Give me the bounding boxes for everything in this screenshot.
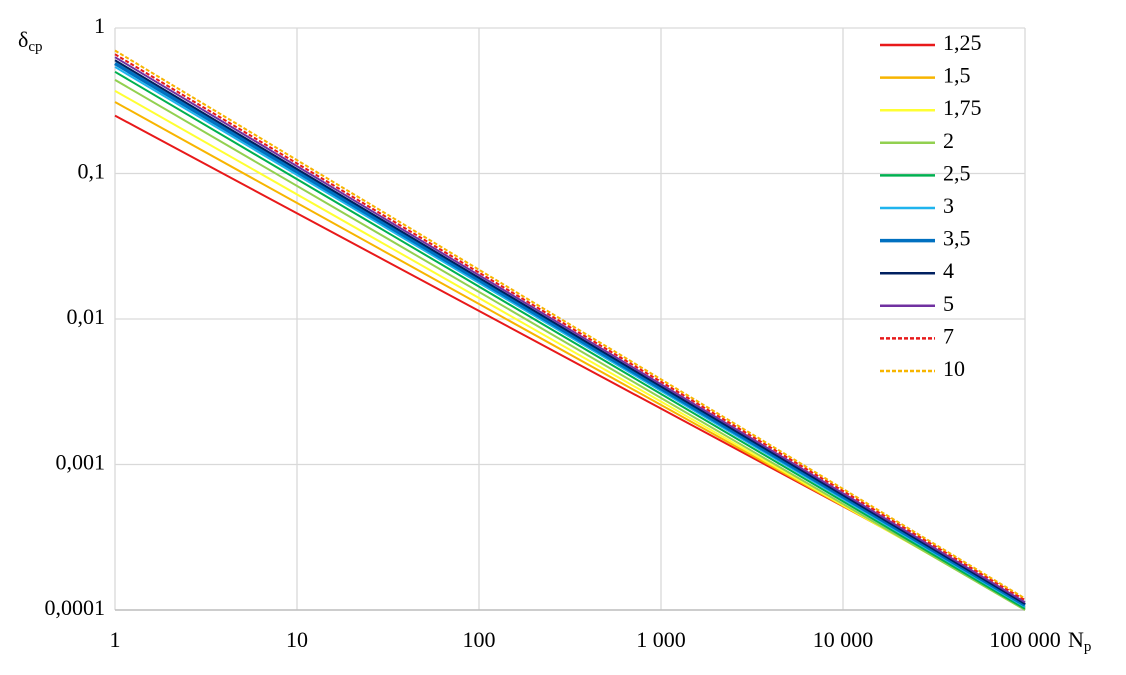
series-line <box>114 66 1026 608</box>
legend-label: 3,5 <box>943 226 971 251</box>
y-label-main: δ <box>18 27 28 52</box>
x-tick-label: 100 <box>463 627 496 652</box>
x-tick-label: 100 000 <box>989 627 1061 652</box>
y-label-sub: ср <box>28 39 42 55</box>
series-line <box>114 79 1026 611</box>
x-tick-label: 1 000 <box>636 627 686 652</box>
x-label-sub: р <box>1084 639 1092 655</box>
y-tick-label: 0,1 <box>78 159 106 184</box>
x-tick-label: 10 000 <box>813 627 874 652</box>
legend-label: 10 <box>943 356 965 381</box>
legend-label: 1,75 <box>943 95 982 120</box>
x-tick-label: 10 <box>286 627 308 652</box>
y-axis-label: δср <box>18 27 43 55</box>
legend-label: 1,5 <box>943 63 971 88</box>
legend-label: 1,25 <box>943 30 982 55</box>
legend-label: 7 <box>943 323 954 348</box>
x-label-main: N <box>1068 627 1084 652</box>
x-axis-label: Nр <box>1068 627 1091 655</box>
series-line <box>114 56 1026 604</box>
legend-label: 3 <box>943 193 954 218</box>
series-line <box>114 62 1026 607</box>
legend-label: 5 <box>943 291 954 316</box>
series-line <box>114 53 1026 601</box>
y-tick-label: 1 <box>94 13 105 38</box>
series-line <box>114 59 1026 605</box>
y-tick-label: 0,0001 <box>45 595 106 620</box>
x-tick-label: 1 <box>110 627 121 652</box>
legend-label: 2 <box>943 128 954 153</box>
series-line <box>114 70 1026 610</box>
series-line <box>114 49 1026 600</box>
y-tick-label: 0,01 <box>67 304 106 329</box>
legend-label: 4 <box>943 258 954 283</box>
y-tick-label: 0,001 <box>56 450 106 475</box>
legend-label: 2,5 <box>943 160 971 185</box>
